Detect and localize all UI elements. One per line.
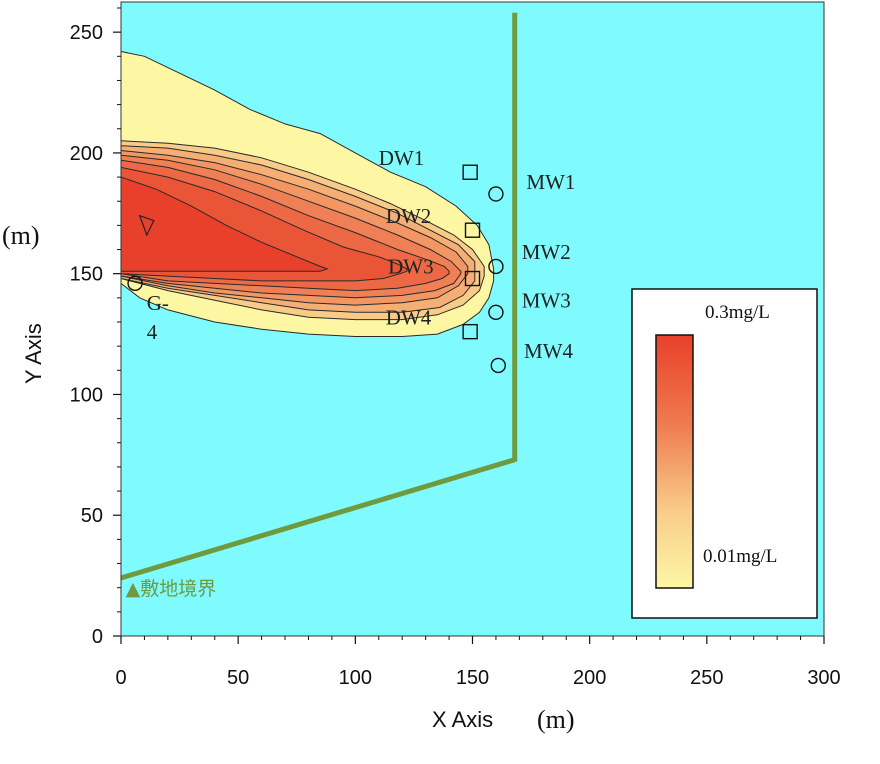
y-tick-label: 100	[70, 384, 103, 406]
well-dw2: DW2	[386, 204, 481, 238]
y-tick-label: 0	[92, 626, 103, 648]
well-dw3: DW3	[388, 255, 481, 287]
y-axis-title: Y Axis	[21, 323, 46, 384]
circle-marker	[490, 357, 506, 374]
circle-marker	[488, 186, 504, 202]
well-dw4: DW4	[386, 305, 478, 340]
y-tick-label: 50	[81, 505, 103, 527]
legend-colorbar	[655, 334, 694, 589]
well-label: MW2	[522, 240, 571, 264]
x-tick-label: 50	[227, 667, 249, 689]
well-label: DW1	[379, 146, 425, 170]
contour-layers	[121, 50, 495, 337]
well-label: MW3	[522, 289, 571, 313]
circle-marker	[488, 258, 504, 275]
legend-min-label: 0.01mg/L	[703, 546, 777, 567]
square-marker	[462, 164, 478, 180]
axes: 0 50 100 150 200 250 300 0 50 100 150 200 250	[70, 7, 841, 689]
well-label: 4	[147, 320, 158, 344]
well-mw1: MW1	[488, 170, 575, 202]
square-marker	[464, 270, 481, 287]
circle-marker	[488, 304, 504, 321]
well-mw2: MW2	[488, 240, 571, 275]
triangle-marker	[138, 214, 155, 237]
y-tick-label: 250	[70, 22, 103, 44]
square-marker	[462, 323, 478, 340]
well-label: MW4	[524, 339, 573, 363]
y-tick-label: 200	[70, 143, 103, 165]
x-tick-label: 150	[456, 667, 489, 689]
well-label: DW2	[386, 204, 432, 228]
well-dw1: DW1	[379, 146, 478, 180]
contour-level-8	[121, 176, 329, 272]
boundary-label: ▲敷地境界	[126, 578, 217, 600]
x-axis-unit: (m)	[537, 705, 575, 734]
well-label: MW1	[526, 170, 575, 194]
well-g-4: G- 4	[127, 275, 169, 344]
well-label: DW3	[388, 255, 434, 279]
wells: DW1 DW2 DW3 DW4 MW1 MW2 MW3 MW4 G- 4	[127, 146, 575, 374]
x-tick-label: 250	[690, 667, 723, 689]
well-mw4: MW4	[490, 339, 574, 374]
y-axis-unit: (m)	[2, 221, 40, 250]
well-label: DW4	[386, 305, 432, 329]
y-tick-label: 150	[70, 264, 103, 286]
x-tick-label: 200	[573, 667, 606, 689]
x-tick-label: 300	[807, 667, 840, 689]
x-tick-label: 0	[115, 667, 126, 689]
site-boundary: ▲敷地境界	[120, 12, 518, 600]
x-tick-label: 100	[339, 667, 372, 689]
square-marker	[464, 222, 481, 238]
well-mw3: MW3	[488, 289, 571, 321]
x-axis-title: X Axis	[432, 707, 493, 732]
boundary-line	[120, 12, 518, 581]
circle-marker	[127, 275, 143, 292]
well-label: G-	[147, 291, 169, 315]
legend: 0.3mg/L 0.01mg/L	[631, 288, 818, 619]
legend-max-label: 0.3mg/L	[705, 302, 770, 323]
